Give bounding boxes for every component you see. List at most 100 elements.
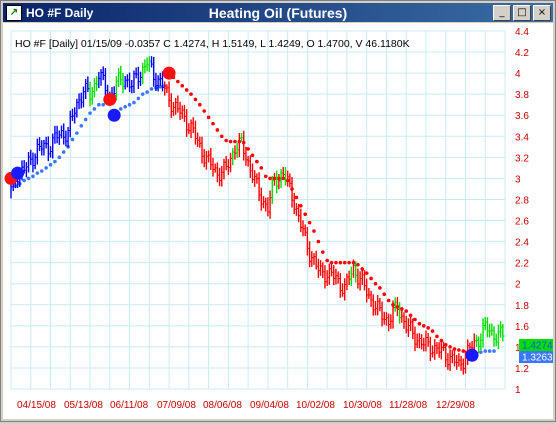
sar-dot-sell bbox=[360, 267, 365, 271]
buy-signal-marker bbox=[465, 348, 479, 362]
y-tick-label: 1 bbox=[515, 385, 521, 396]
sar-dot-sell bbox=[452, 347, 457, 351]
y-tick-label: 4.4 bbox=[515, 27, 529, 38]
y-tick-label: 2.8 bbox=[515, 195, 529, 206]
sar-dot-sell bbox=[299, 203, 303, 208]
sar-dot-buy bbox=[79, 123, 84, 128]
sar-dot-buy bbox=[57, 155, 62, 160]
chart-plot-area[interactable]: 11.21.41.61.822.22.42.62.833.23.43.63.84… bbox=[3, 23, 556, 419]
sar-dot-sell bbox=[224, 138, 228, 143]
sar-dot-buy bbox=[149, 87, 154, 91]
sar-dot-sell bbox=[198, 102, 202, 107]
sar-dot-sell bbox=[461, 349, 466, 353]
stop-price-label: 1.3263 bbox=[522, 353, 553, 364]
y-tick-label: 2.6 bbox=[515, 217, 529, 228]
maximize-button[interactable]: □ bbox=[513, 5, 531, 21]
sar-dot-sell bbox=[211, 121, 215, 126]
sar-dot-buy bbox=[158, 85, 163, 89]
sar-dot-sell bbox=[448, 345, 452, 349]
sar-dot-sell bbox=[408, 313, 413, 318]
x-tick-label: 06/11/08 bbox=[110, 400, 149, 411]
sar-dot-buy bbox=[132, 100, 136, 105]
sar-dot-buy bbox=[145, 90, 149, 94]
sar-dot-sell bbox=[250, 153, 255, 158]
y-tick-label: 2.2 bbox=[515, 259, 529, 270]
sell-signal-marker bbox=[162, 66, 176, 80]
price-chart[interactable]: 11.21.41.61.822.22.42.62.833.23.43.63.84… bbox=[3, 23, 556, 419]
sar-dot-sell bbox=[233, 139, 237, 144]
sar-dot-buy bbox=[479, 350, 483, 354]
sar-dot-sell bbox=[457, 348, 461, 352]
sar-dot-sell bbox=[184, 88, 189, 92]
sar-dot-sell bbox=[189, 92, 193, 96]
sar-dot-sell bbox=[316, 239, 321, 244]
sar-dot-sell bbox=[430, 329, 435, 333]
sar-dot-sell bbox=[417, 321, 422, 326]
sar-dot-sell bbox=[180, 83, 185, 88]
y-tick-label: 3.2 bbox=[515, 153, 529, 164]
sar-dot-sell bbox=[312, 229, 316, 233]
sar-dot-sell bbox=[334, 260, 338, 265]
sar-dot-buy bbox=[48, 162, 53, 167]
sar-dot-buy bbox=[88, 111, 92, 115]
sar-dot-buy bbox=[26, 176, 31, 181]
price-bars bbox=[10, 56, 505, 375]
y-tick-label: 3 bbox=[515, 174, 521, 185]
sar-dot-sell bbox=[342, 260, 347, 265]
sar-dot-sell bbox=[325, 258, 329, 263]
y-tick-label: 3.6 bbox=[515, 111, 529, 122]
sar-dot-buy bbox=[487, 349, 492, 353]
y-tick-label: 4.2 bbox=[515, 48, 529, 59]
sar-dot-sell bbox=[202, 109, 207, 113]
y-tick-label: 3.8 bbox=[515, 90, 529, 101]
sar-dot-sell bbox=[294, 195, 299, 200]
sar-dot-sell bbox=[347, 260, 351, 265]
sar-dot-buy bbox=[83, 117, 88, 122]
sar-dot-buy bbox=[127, 102, 132, 107]
sar-dot-sell bbox=[400, 307, 404, 311]
sar-dot-sell bbox=[421, 324, 426, 328]
sar-dot-buy bbox=[61, 150, 66, 154]
y-tick-label: 1.8 bbox=[515, 301, 529, 312]
close-price-label: 1.4274 bbox=[522, 341, 553, 352]
close-button[interactable]: × bbox=[533, 5, 551, 21]
sar-dot-sell bbox=[338, 260, 343, 265]
sar-dot-sell bbox=[255, 159, 259, 164]
sar-dot-sell bbox=[426, 326, 430, 330]
x-tick-label: 11/28/08 bbox=[389, 400, 428, 411]
chart-app-icon: ↗ bbox=[6, 4, 22, 21]
sar-dot-buy bbox=[75, 131, 79, 135]
sar-dot-sell bbox=[228, 139, 233, 144]
sar-dot-buy bbox=[136, 96, 141, 101]
sell-signal-marker bbox=[103, 92, 117, 106]
stop-price-tag bbox=[519, 351, 556, 363]
sar-dot-sell bbox=[246, 147, 250, 151]
chart-grid bbox=[10, 30, 506, 390]
buy-signal-marker bbox=[107, 108, 121, 122]
sar-dot-sell bbox=[373, 281, 378, 286]
sar-dot-sell bbox=[356, 262, 360, 267]
sar-dot-sell bbox=[263, 174, 268, 179]
buy-signal-marker bbox=[11, 166, 25, 180]
sar-dot-sell bbox=[364, 271, 369, 275]
x-tick-label: 10/30/08 bbox=[343, 400, 382, 411]
title-bar[interactable]: ↗ HO #F Daily Heating Oil (Futures) _ □ … bbox=[3, 3, 553, 22]
x-tick-label: 08/06/08 bbox=[203, 400, 242, 411]
sar-dot-sell bbox=[219, 134, 224, 139]
sar-dot-buy bbox=[70, 137, 75, 142]
sar-dot-buy bbox=[31, 174, 35, 179]
sar-dot-sell bbox=[435, 334, 439, 339]
minimize-button[interactable]: _ bbox=[493, 5, 511, 21]
sar-dot-sell bbox=[303, 212, 308, 217]
y-tick-label: 2.4 bbox=[515, 238, 529, 249]
sar-dot-sell bbox=[206, 115, 211, 120]
sar-dot-sell bbox=[369, 276, 373, 281]
y-tick-label: 4 bbox=[515, 69, 521, 80]
sar-dot-sell bbox=[215, 128, 220, 132]
close-price-tag bbox=[519, 339, 556, 351]
sar-dot-sell bbox=[413, 317, 417, 322]
sar-dot-sell bbox=[193, 97, 198, 102]
y-tick-label: 3.4 bbox=[515, 132, 529, 143]
sar-dot-buy bbox=[53, 159, 57, 164]
